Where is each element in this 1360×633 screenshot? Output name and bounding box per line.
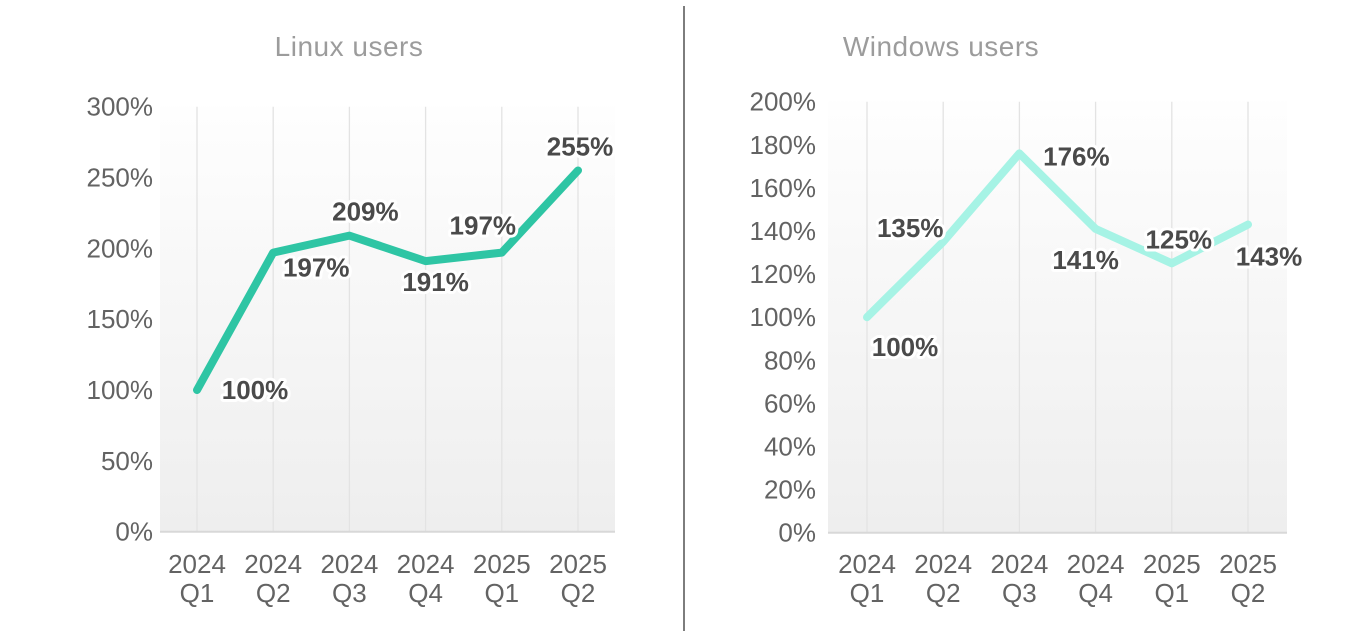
chart-group-0: 300%250%200%150%100%50%0%2024Q12024Q2202…	[87, 92, 617, 608]
y-tick-label: 20%	[764, 475, 816, 505]
x-tick-label-quarter: Q2	[926, 578, 961, 608]
y-tick-label: 80%	[764, 345, 816, 375]
x-tick-label-quarter: Q2	[1231, 578, 1266, 608]
data-label: 191%	[402, 267, 469, 297]
x-tick-label-quarter: Q3	[332, 578, 367, 608]
y-tick-label: 200%	[750, 87, 817, 117]
series-line	[863, 149, 1252, 322]
data-label: 135%	[877, 213, 944, 243]
x-tick-label-year: 2024	[990, 549, 1048, 579]
chart-title-linux: Linux users	[274, 31, 424, 62]
y-tick-label: 250%	[87, 163, 154, 193]
data-label: 100%	[872, 332, 939, 362]
y-tick-label: 180%	[750, 130, 817, 160]
data-label: 197%	[450, 211, 517, 241]
data-label: 143%	[1236, 242, 1303, 272]
chart-divider	[683, 6, 685, 631]
y-tick-label: 200%	[87, 233, 154, 263]
data-label: 197%	[283, 253, 350, 283]
x-tick-label-year: 2024	[244, 549, 302, 579]
x-tick-label-quarter: Q2	[561, 578, 596, 608]
plot-area	[828, 101, 1287, 533]
x-tick-label-year: 2024	[168, 549, 226, 579]
y-tick-label: 160%	[750, 173, 817, 203]
x-tick-label-year: 2025	[549, 549, 607, 579]
x-tick-label-quarter: Q1	[1154, 578, 1189, 608]
y-tick-label: 60%	[764, 388, 816, 418]
x-tick-label-quarter: Q2	[256, 578, 291, 608]
series-line	[193, 166, 582, 395]
plot-area	[160, 106, 615, 532]
x-tick-label-quarter: Q1	[850, 578, 885, 608]
y-tick-label: 100%	[750, 302, 817, 332]
chart-title-windows: Windows users	[842, 31, 1040, 62]
x-tick-label-year: 2025	[473, 549, 531, 579]
x-tick-label-quarter: Q3	[1002, 578, 1037, 608]
x-tick-label-quarter: Q1	[180, 578, 215, 608]
y-tick-label: 0%	[778, 518, 816, 548]
y-tick-label: 120%	[750, 259, 817, 289]
x-tick-label-year: 2025	[1219, 549, 1277, 579]
x-tick-label-year: 2024	[914, 549, 972, 579]
y-tick-label: 100%	[87, 375, 154, 405]
data-label: 255%	[547, 131, 614, 161]
data-label: 100%	[222, 375, 289, 405]
data-label: 125%	[1146, 224, 1213, 254]
y-tick-label: 300%	[87, 92, 154, 122]
y-tick-label: 50%	[101, 446, 153, 476]
x-tick-label-year: 2024	[1067, 549, 1125, 579]
y-tick-label: 0%	[115, 517, 153, 547]
y-tick-label: 150%	[87, 304, 154, 334]
x-tick-label-year: 2024	[838, 549, 896, 579]
chart-group-1: 200% 180% 160% 140% 120% 100% 80% 60% 40% 20% 0% 20…	[750, 87, 1306, 608]
x-tick-label-year: 2025	[1143, 549, 1201, 579]
x-tick-label-quarter: Q1	[484, 578, 519, 608]
x-tick-label-year: 2024	[320, 549, 378, 579]
data-label: 176%	[1043, 141, 1110, 171]
y-tick-label: 40%	[764, 432, 816, 462]
y-tick-label: 140%	[750, 216, 817, 246]
data-label: 141%	[1052, 245, 1119, 275]
x-tick-label-quarter: Q4	[1078, 578, 1113, 608]
x-tick-label-quarter: Q4	[408, 578, 443, 608]
data-label: 209%	[332, 197, 399, 227]
x-tick-label-year: 2024	[397, 549, 455, 579]
